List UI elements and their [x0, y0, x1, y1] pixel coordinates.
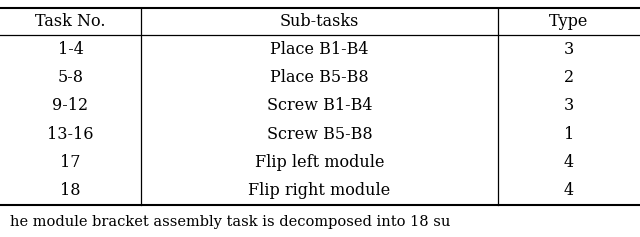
Text: 18: 18: [60, 182, 81, 199]
Text: Screw B5-B8: Screw B5-B8: [267, 126, 372, 143]
Text: Flip right module: Flip right module: [248, 182, 390, 199]
Text: 1: 1: [564, 126, 574, 143]
Text: Type: Type: [549, 13, 589, 30]
Text: 1-4: 1-4: [58, 41, 83, 58]
Text: 3: 3: [564, 97, 574, 114]
Text: 13-16: 13-16: [47, 126, 93, 143]
Text: 17: 17: [60, 154, 81, 171]
Text: Place B5-B8: Place B5-B8: [270, 69, 369, 86]
Text: he module bracket assembly task is decomposed into 18 su: he module bracket assembly task is decom…: [10, 215, 451, 229]
Text: 4: 4: [564, 182, 574, 199]
Text: 9-12: 9-12: [52, 97, 88, 114]
Text: Place B1-B4: Place B1-B4: [270, 41, 369, 58]
Text: 3: 3: [564, 41, 574, 58]
Text: Task No.: Task No.: [35, 13, 106, 30]
Text: 2: 2: [564, 69, 574, 86]
Text: Flip left module: Flip left module: [255, 154, 384, 171]
Text: Screw B1-B4: Screw B1-B4: [267, 97, 372, 114]
Text: 4: 4: [564, 154, 574, 171]
Text: 5-8: 5-8: [58, 69, 83, 86]
Text: Sub-tasks: Sub-tasks: [280, 13, 359, 30]
